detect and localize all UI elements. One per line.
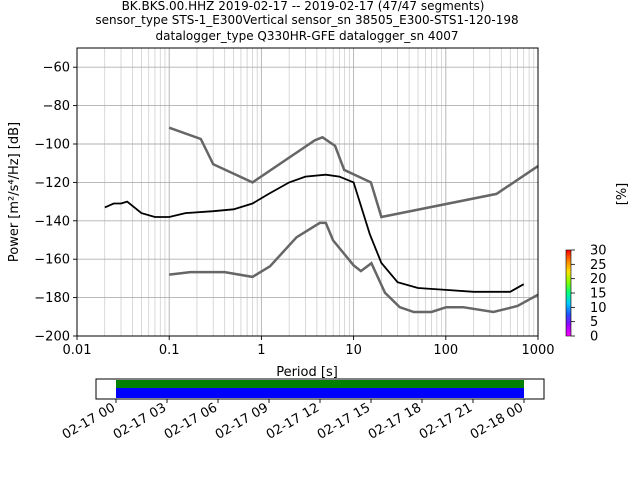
timeline-tick-label: 02-17 18 <box>366 400 424 442</box>
coverage-strip-green <box>116 380 524 388</box>
timeline-tick-label: 02-17 03 <box>111 400 169 442</box>
colorbar-tick-label: 20 <box>590 272 607 287</box>
y-tick-label: −140 <box>34 214 70 229</box>
y-axis-label: Power [m²/s⁴/Hz] [dB] <box>7 122 22 262</box>
timeline-tick-label: 02-17 15 <box>315 400 373 442</box>
colorbar-tick-label: 10 <box>590 301 607 316</box>
noise-model-layer <box>168 126 539 314</box>
noise-model-upper-line <box>168 126 539 219</box>
colorbar-tick-label: 30 <box>590 244 607 259</box>
timeline-tick-label: 02-17 00 <box>60 400 118 442</box>
timeline-tick-label: 02-17 06 <box>162 400 220 442</box>
colorbar-tick-label: 15 <box>590 287 607 302</box>
x-tick-label: 100 <box>433 343 458 358</box>
plot-frame <box>76 47 539 337</box>
timeline-tick-label: 02-18 00 <box>468 400 526 442</box>
x-tick-label: 0.1 <box>159 343 180 358</box>
mean-curve-layer <box>104 173 525 293</box>
y-tick-label: −100 <box>34 138 70 153</box>
y-axis: −200 −180 −160 −140 −120 −100 −80 −60 <box>34 61 77 345</box>
plot-background <box>77 48 538 336</box>
plot-area: 0.01 0.1 1 10 100 1000 −200 −180 −160 −140 −120 −1… <box>34 47 555 358</box>
x-tick-label: 1000 <box>521 343 554 358</box>
colorbar-tick-label: 5 <box>590 315 598 330</box>
x-axis-label: Period [s] <box>276 365 338 380</box>
colorbar-gradient <box>565 249 572 337</box>
timeline-tick-label: 02-17 09 <box>213 400 271 442</box>
x-tick-label: 10 <box>345 343 362 358</box>
x-tick-label: 1 <box>257 343 265 358</box>
y-tick-label: −200 <box>34 330 70 345</box>
x-axis: 0.01 0.1 1 10 100 1000 <box>63 336 555 358</box>
noise-model-lower-line <box>169 221 539 314</box>
y-tick-label: −160 <box>34 253 70 268</box>
colorbar-tick-label: 0 <box>590 330 598 345</box>
timeline-tick-label: 02-17 21 <box>417 400 475 442</box>
title-line-2: sensor_type STS-1_E300Vertical sensor_sn… <box>95 13 518 27</box>
colorbar-tick-label: 25 <box>590 258 607 273</box>
y-tick-label: −60 <box>43 61 70 76</box>
coverage-strip-blue <box>116 388 524 398</box>
title-line-3: datalogger_type Q330HR-GFE datalogger_sn… <box>156 29 459 43</box>
mean-curve <box>104 173 525 293</box>
chart-title: BK.BKS.00.HHZ 2019-02-17 -- 2019-02-17 (… <box>95 0 518 43</box>
y-tick-label: −80 <box>43 99 70 114</box>
x-tick-label: 0.01 <box>63 343 92 358</box>
timeline-tick-label: 02-17 12 <box>264 400 322 442</box>
title-line-1: BK.BKS.00.HHZ 2019-02-17 -- 2019-02-17 (… <box>122 0 485 13</box>
colorbar-label: [%] <box>615 183 630 206</box>
y-tick-label: −120 <box>34 176 70 191</box>
y-tick-label: −180 <box>34 291 70 306</box>
